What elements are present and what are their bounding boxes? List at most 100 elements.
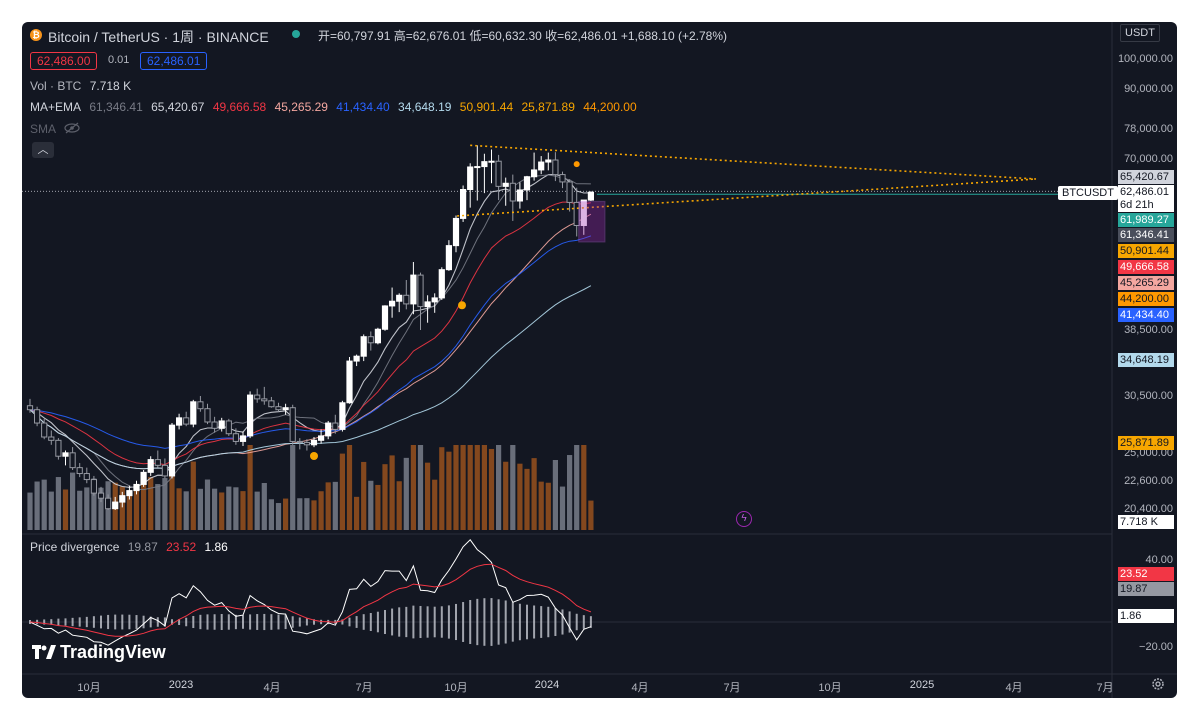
volume-bar [552,460,558,530]
volume-bar [34,481,40,530]
volume-bar [48,491,54,530]
sma-legend[interactable]: SMA [30,121,85,136]
volume-legend[interactable]: Vol · BTC 7.718 K [30,79,136,93]
candle [268,400,275,408]
symbol-label-tag: BTCUSDT [1058,186,1118,200]
volume-bar [183,491,189,530]
candle [403,294,410,305]
candle [523,176,531,191]
divergence-legend-label: Price divergence [30,540,120,554]
osc-histogram-bar [362,614,365,630]
time-axis-label: 7月 [723,682,741,694]
price-tag: 44,200.00 [1118,292,1174,306]
volume-bar [481,445,487,530]
osc-histogram-bar [313,619,315,625]
candle [55,439,62,457]
osc-histogram-bar [107,614,110,630]
osc-histogram-bar [469,600,472,644]
candle [126,490,133,497]
osc-histogram-bar [163,617,166,627]
osc-histogram-bar [227,614,230,630]
chart-canvas[interactable] [22,22,1177,698]
ma-ema-legend[interactable]: MA+EMA 61,346.41 65,420.67 49,666.58 45,… [30,100,642,114]
trendline-lower [457,178,1037,217]
volume-bar [190,461,196,530]
tradingview-mark-icon [32,643,56,664]
osc-histogram-bar [433,606,436,638]
candle [119,495,126,503]
volume-bar [141,483,147,530]
osc-histogram-bar [533,605,536,639]
candle [34,409,41,424]
osc-histogram-bar [504,600,507,644]
candle [275,406,282,411]
eye-hidden-icon[interactable] [64,122,80,137]
tradingview-logo[interactable]: TradingView [32,642,166,664]
volume-bar [162,478,168,530]
volume-legend-label: Vol · BTC [30,79,82,93]
osc-histogram-bar [156,617,159,627]
volume-bar [460,445,466,530]
candle [552,159,559,176]
divergence-line [29,539,592,646]
volume-bar [176,488,182,530]
time-axis-label: 4月 [631,682,649,694]
volume-bar [403,457,409,530]
volume-bar [396,481,402,530]
candle [204,408,211,423]
collapse-legend-button[interactable]: ︿ [32,142,54,158]
volume-bar [538,481,544,530]
osc-histogram-bar [398,607,401,637]
time-axis-label: 10月 [818,682,842,694]
osc-histogram-bar [455,603,457,641]
price-tag: 41,434.40 [1118,308,1174,322]
osc-histogram-bar [511,602,514,642]
candle [154,459,161,466]
osc-histogram-bar [71,617,74,627]
price-axis-label: 30,500.00 [1124,390,1173,402]
osc-histogram-bar [64,618,67,626]
event-bolt-icon[interactable]: ϟ [736,511,752,527]
ma-value-5: 41,434.40 [336,100,390,114]
volume-bar [204,479,211,530]
buy-price-button[interactable]: 62,486.01 [140,52,208,70]
volume-bar [62,489,69,530]
price-tag: 45,265.29 [1118,276,1174,290]
candle [232,433,240,442]
sell-price-button[interactable]: 62,486.00 [30,52,98,70]
ma-value-9: 44,200.00 [583,100,637,114]
volume-bar [425,462,431,530]
time-axis-label: 10月 [77,682,101,694]
volume-bar [254,491,260,530]
candle [90,479,98,494]
candle [502,182,509,187]
settings-gear-icon[interactable] [1150,676,1166,692]
currency-selector[interactable]: USDT [1120,24,1160,42]
price-tag: 62,486.01 [1118,185,1174,199]
osc-histogram-bar [575,613,578,631]
volume-bar [574,445,580,530]
volume-legend-value: 7.718 K [89,79,132,93]
volume-bar [268,499,274,530]
price-tag: 50,901.44 [1118,244,1174,258]
price-divergence-legend[interactable]: Price divergence 19.87 23.52 1.86 [30,540,233,554]
osc-histogram-bar [462,602,465,642]
candle [495,160,502,187]
symbol-title[interactable]: Bitcoin / TetherUS · 1周 · BINANCE [48,29,269,45]
spread-value: 0.01 [108,54,130,66]
volume-bar [488,448,495,530]
candle [587,191,594,201]
price-axis-label: 90,000.00 [1124,83,1173,95]
countdown-tag: 6d 21h [1118,198,1174,212]
candle [417,274,424,308]
osc-histogram-bar [178,618,181,626]
candle [460,189,467,219]
volume-bar [559,486,566,530]
bitcoin-logo-icon: ₿ [30,29,42,41]
volume-bar [148,476,154,530]
volume-bar [439,447,445,530]
volume-bar [467,445,473,530]
volume-bar [346,445,353,530]
osc-histogram-bar [249,614,252,630]
time-axis-label: 10月 [444,682,468,694]
